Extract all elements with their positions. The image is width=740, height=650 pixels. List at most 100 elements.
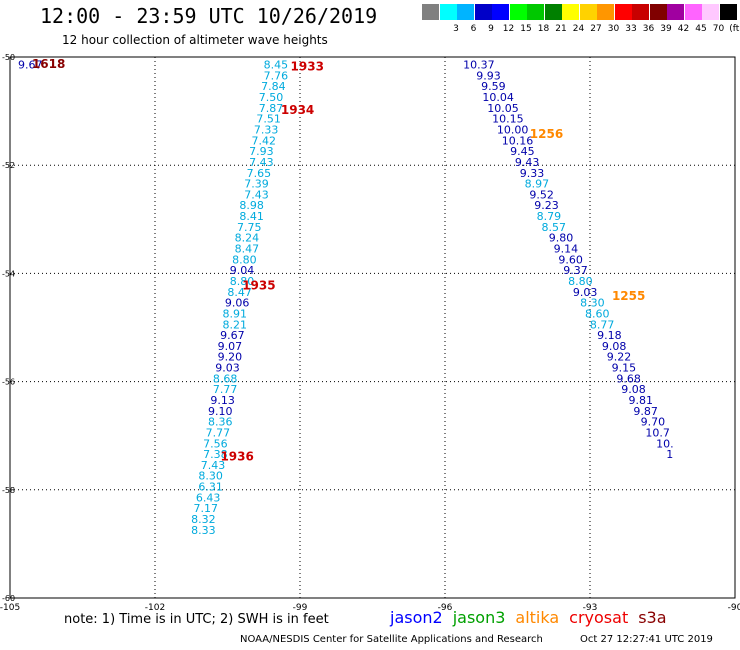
wave-height-value: 9.07 <box>218 340 243 353</box>
wave-height-value: 9.08 <box>621 383 646 396</box>
wave-height-value: 7.42 <box>252 134 277 147</box>
legend-label: 15 <box>520 24 532 34</box>
wave-height-value: 9.52 <box>529 188 554 201</box>
legend-label: 27 <box>590 24 602 34</box>
lat-tick-label: -52 <box>2 161 15 170</box>
wave-height-value: 6.31 <box>198 481 223 494</box>
legend-swatch <box>422 4 439 20</box>
wave-height-value: 8.60 <box>585 307 610 320</box>
legend-swatch <box>684 4 702 20</box>
wave-height-value: 10. <box>656 437 674 450</box>
legend-swatch <box>439 4 457 20</box>
pass-time-label: 1618 <box>32 57 65 71</box>
wave-height-value: 8.68 <box>213 372 238 385</box>
wave-height-value: 8.30 <box>198 470 223 483</box>
wave-height-value: 7.43 <box>244 188 269 201</box>
legend-label: 21 <box>555 24 567 34</box>
wave-height-value: 9.15 <box>612 362 637 375</box>
legend-label: 24 <box>572 24 585 34</box>
wave-height-value: 6.43 <box>196 491 221 504</box>
legend-swatch <box>492 4 509 20</box>
wave-height-value: 9.06 <box>225 297 250 310</box>
pass-time-label: 1935 <box>242 278 275 292</box>
wave-height-value: 9.03 <box>215 362 240 375</box>
legend-swatch <box>579 4 597 20</box>
lat-tick-label: -50 <box>2 53 15 62</box>
wave-height-value: 7.50 <box>259 91 284 104</box>
legend-swatch <box>614 4 632 20</box>
pass-time-label: 1933 <box>291 60 324 74</box>
wave-height-value: 8.57 <box>542 221 567 234</box>
wave-height-value: 9.59 <box>481 80 506 93</box>
wave-height-value: 8.79 <box>537 210 562 223</box>
legend-label: (ft) <box>729 24 740 34</box>
wave-height-value: 9.43 <box>515 156 540 169</box>
wave-height-value: 8.98 <box>239 199 264 212</box>
lon-tick-label: -90 <box>728 603 740 613</box>
wave-height-value: 8.41 <box>239 210 264 223</box>
wave-height-value: 7.17 <box>194 502 219 515</box>
legend-swatch <box>509 4 527 20</box>
wave-height-value: 8.80 <box>230 275 255 288</box>
wave-height-value: 7.76 <box>264 69 289 82</box>
wave-height-value: 9.08 <box>602 340 627 353</box>
credit-text: NOAA/NESDIS Center for Satellite Applica… <box>240 634 543 645</box>
wave-height-value: 7.43 <box>249 156 274 169</box>
legend-swatch <box>632 4 649 20</box>
legend-label: 18 <box>537 24 550 34</box>
legend-label: 12 <box>502 24 515 34</box>
legend-swatch <box>474 4 492 20</box>
wave-height-value: 10.04 <box>482 91 514 104</box>
wave-height-value: 9.87 <box>633 405 658 418</box>
wave-height-value: 10.37 <box>463 59 495 72</box>
wave-height-value: 9.45 <box>510 145 535 158</box>
lon-tick-label: -93 <box>583 603 598 613</box>
lon-tick-label: -105 <box>0 603 20 613</box>
legend-swatch <box>649 4 667 20</box>
legend-swatch <box>527 4 544 20</box>
satellite-jason3: jason3 <box>452 608 506 627</box>
wave-height-value: 8.80 <box>568 275 593 288</box>
legend-label: 33 <box>625 24 637 34</box>
wave-height-value: 8.47 <box>235 243 260 256</box>
wave-height-value: 9.70 <box>641 416 666 429</box>
wave-height-value: 8.30 <box>580 297 605 310</box>
satellite-jason2: jason2 <box>390 608 443 627</box>
wave-height-value: 9.18 <box>597 329 622 342</box>
wave-height-value: 10.16 <box>502 134 534 147</box>
legend-label: 70 <box>712 24 725 34</box>
wave-height-value: 7.39 <box>244 178 269 191</box>
legend-label: 42 <box>677 24 690 34</box>
wave-height-value: 9.10 <box>208 405 233 418</box>
wave-height-value: 10.7 <box>645 426 670 439</box>
wave-height-value: 8.33 <box>191 524 216 537</box>
legend-label: 45 <box>695 24 707 34</box>
lon-tick-label: -99 <box>293 603 308 613</box>
legend-label: 39 <box>660 24 672 34</box>
wave-height-value: 9.60 <box>558 253 583 266</box>
wave-height-value: 9.67 <box>18 59 43 72</box>
legend-label: 9 <box>488 24 494 34</box>
lon-tick-label: -96 <box>438 603 453 613</box>
wave-height-value: 8.24 <box>235 232 260 245</box>
map-title: 12:00 - 23:59 UTC 10/26/2019 <box>40 4 378 28</box>
lat-tick-label: -54 <box>2 269 15 278</box>
wave-height-value: 7.87 <box>259 102 284 115</box>
wave-height-value: 10.15 <box>492 113 524 126</box>
pass-time-label: 1256 <box>530 127 563 141</box>
wave-height-value: 7.33 <box>254 123 279 136</box>
wave-height-value: 9.37 <box>563 264 588 277</box>
wave-height-value: 1 <box>666 448 673 461</box>
legend-label: 3 <box>453 24 459 34</box>
wave-height-value: 9.03 <box>573 286 598 299</box>
map-frame <box>9 56 736 599</box>
wave-height-value: 9.04 <box>230 264 255 277</box>
legend-swatch <box>597 4 614 20</box>
wave-height-value: 9.67 <box>220 329 245 342</box>
wave-height-value: 7.38 <box>203 448 228 461</box>
wave-height-value: 9.20 <box>218 351 243 364</box>
wave-height-value: 9.13 <box>210 394 235 407</box>
units-note: note: 1) Time is in UTC; 2) SWH is in fe… <box>64 612 329 627</box>
lat-tick-label: -58 <box>2 486 15 495</box>
